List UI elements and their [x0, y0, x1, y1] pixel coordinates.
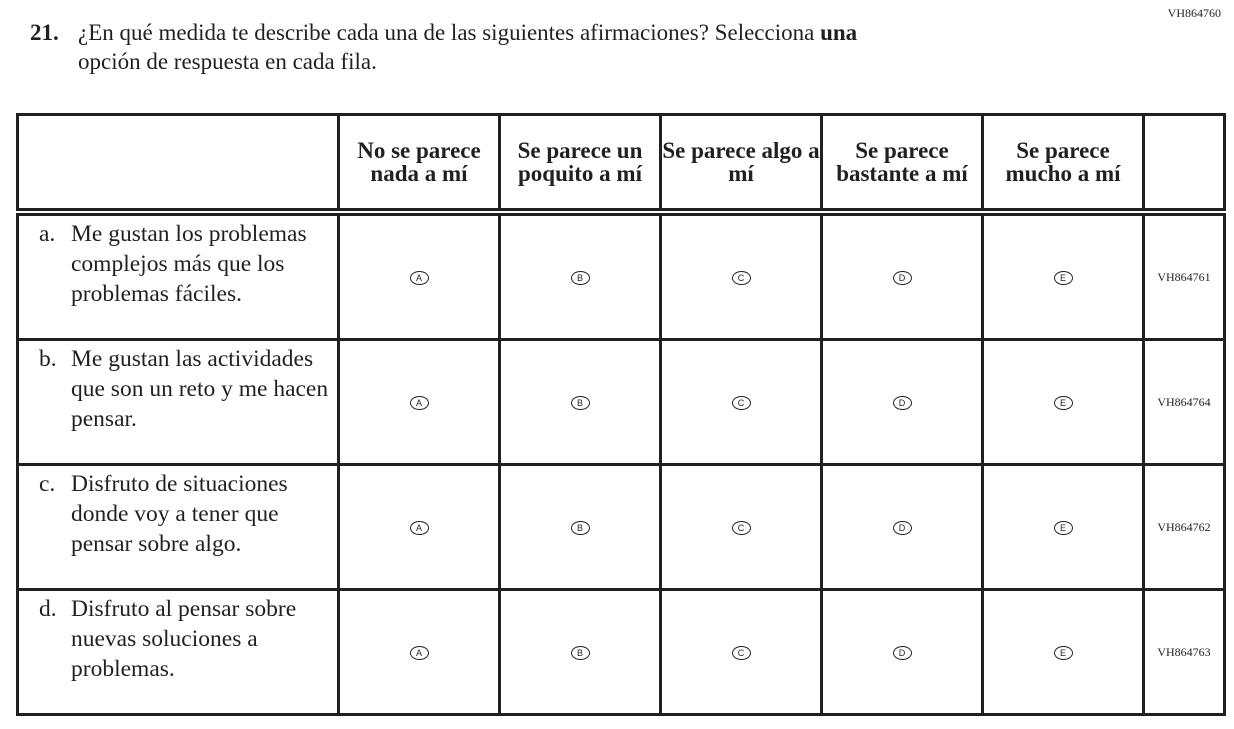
response-bubble-b[interactable]: B [570, 271, 590, 285]
option-cell: B [498, 588, 662, 716]
response-bubble-a[interactable]: A [409, 646, 429, 660]
option-cell: A [337, 210, 501, 341]
item-id: VH864760 [1167, 6, 1221, 20]
statement: c. Disfruto de situaciones donde voy a te… [16, 463, 340, 591]
statement: a. Me gustan los problemas complejos más … [16, 210, 340, 341]
column-header: No se parece nada a mí [337, 113, 501, 216]
question-text-line2: opción de respuesta en cada fila. [78, 49, 377, 74]
header-blank [1142, 113, 1226, 216]
option-cell: C [659, 210, 823, 341]
response-bubble-b[interactable]: B [570, 396, 590, 410]
table-row: c. Disfruto de situaciones donde voy a te… [16, 463, 1226, 591]
statement-label: d. [39, 596, 57, 622]
option-cell: D [820, 463, 984, 591]
column-header: Se parece mucho a mí [981, 113, 1145, 216]
header-row: No se parece nada a mí Se parece un poqu… [16, 113, 1226, 216]
column-header: Se parece algo a mí [659, 113, 823, 216]
option-cell: D [820, 588, 984, 716]
response-bubble-d[interactable]: D [892, 396, 912, 410]
response-bubble-e[interactable]: E [1053, 396, 1073, 410]
row-item-id: VH864762 [1142, 463, 1226, 591]
table-row: a. Me gustan los problemas complejos más … [16, 210, 1226, 341]
option-cell: C [659, 338, 823, 466]
statement: d. Disfruto al pensar sobre nuevas soluci… [16, 588, 340, 716]
response-bubble-e[interactable]: E [1053, 271, 1073, 285]
statement-label: c. [39, 471, 56, 497]
option-cell: B [498, 463, 662, 591]
response-bubble-d[interactable]: D [892, 521, 912, 535]
option-cell: B [498, 338, 662, 466]
option-cell: A [337, 338, 501, 466]
row-item-id: VH864763 [1142, 588, 1226, 716]
response-bubble-a[interactable]: A [409, 521, 429, 535]
header-blank [16, 113, 340, 216]
statement-label: b. [39, 346, 57, 372]
statement: b. Me gustan las actividades que son un r… [16, 338, 340, 466]
question-text: ¿En qué medida te describe cada una de l… [78, 20, 821, 45]
response-grid: No se parece nada a mí Se parece un poqu… [16, 113, 1226, 716]
row-item-id: VH864764 [1142, 338, 1226, 466]
option-cell: A [337, 588, 501, 716]
option-cell: E [981, 463, 1145, 591]
response-bubble-e[interactable]: E [1053, 646, 1073, 660]
option-cell: E [981, 210, 1145, 341]
statement-text: Me gustan las actividades que son un ret… [71, 346, 329, 432]
response-bubble-c[interactable]: C [731, 271, 751, 285]
response-bubble-b[interactable]: B [570, 521, 590, 535]
statement-label: a. [39, 221, 56, 247]
option-cell: C [659, 588, 823, 716]
response-bubble-a[interactable]: A [409, 396, 429, 410]
option-cell: D [820, 338, 984, 466]
option-cell: A [337, 463, 501, 591]
response-bubble-e[interactable]: E [1053, 521, 1073, 535]
statement-text: Me gustan los problemas complejos más qu… [71, 221, 307, 307]
response-bubble-c[interactable]: C [731, 521, 751, 535]
statement-text: Disfruto al pensar sobre nuevas solucion… [71, 596, 297, 682]
option-cell: E [981, 588, 1145, 716]
response-bubble-c[interactable]: C [731, 646, 751, 660]
column-header: Se parece un poquito a mí [498, 113, 662, 216]
question-number: 21. [30, 20, 59, 45]
response-bubble-d[interactable]: D [892, 271, 912, 285]
response-bubble-c[interactable]: C [731, 396, 751, 410]
response-bubble-d[interactable]: D [892, 646, 912, 660]
response-bubble-a[interactable]: A [409, 271, 429, 285]
option-cell: E [981, 338, 1145, 466]
table-row: d. Disfruto al pensar sobre nuevas soluci… [16, 588, 1226, 716]
option-cell: B [498, 210, 662, 341]
question-emphasis: una [820, 20, 858, 45]
table-row: b. Me gustan las actividades que son un r… [16, 338, 1226, 466]
response-bubble-b[interactable]: B [570, 646, 590, 660]
question-prompt: 21. ¿En qué medida te describe cada una d… [30, 18, 1070, 76]
row-item-id: VH864761 [1142, 210, 1226, 341]
statement-text: Disfruto de situaciones donde voy a tene… [71, 471, 288, 557]
column-header: Se parece bastante a mí [820, 113, 984, 216]
option-cell: D [820, 210, 984, 341]
option-cell: C [659, 463, 823, 591]
